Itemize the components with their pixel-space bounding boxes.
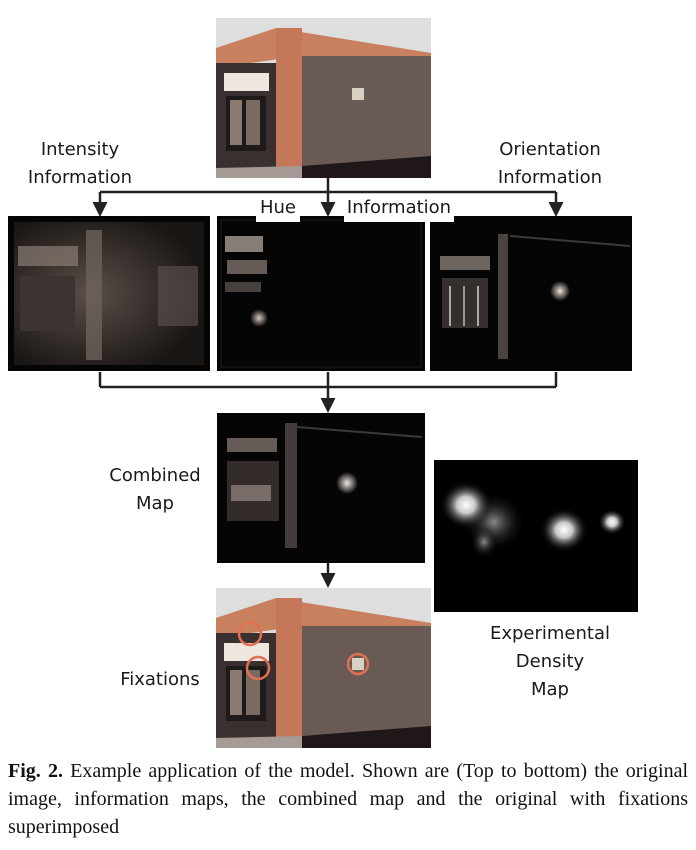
- intensity-map: [8, 216, 210, 371]
- hue-map: [217, 216, 425, 371]
- fixation-marker: [245, 655, 271, 681]
- hue-label: Hue: [256, 194, 300, 222]
- density-label: Experimental Density Map: [489, 623, 611, 700]
- caption-text: Example application of the model. Shown …: [8, 760, 689, 838]
- fixations-image: [216, 588, 431, 748]
- combined-map: [217, 413, 425, 563]
- figure-number: Fig. 2.: [8, 760, 63, 782]
- intensity-label: Intensity Information: [27, 139, 133, 188]
- original-image: [216, 18, 431, 178]
- density-map: [434, 460, 638, 612]
- orientation-map: [430, 216, 632, 371]
- fixation-marker: [237, 621, 263, 647]
- flow-connectors: [92, 178, 564, 588]
- fixations-label: Fixations: [120, 669, 200, 690]
- figure-caption: Fig. 2. Example application of the model…: [8, 757, 688, 841]
- orientation-label: Orientation Information: [497, 139, 603, 188]
- information-label: Information: [344, 194, 454, 222]
- combined-label: Combined Map: [109, 465, 201, 514]
- fixation-marker: [346, 652, 370, 676]
